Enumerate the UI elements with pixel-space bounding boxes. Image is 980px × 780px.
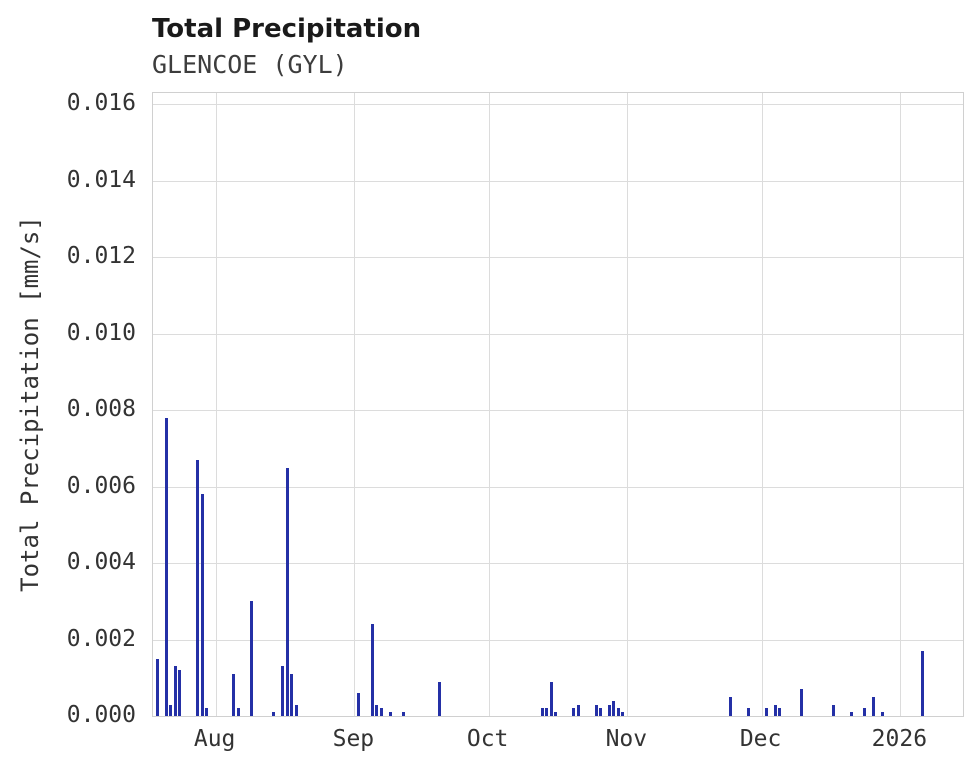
precipitation-bar	[607, 704, 611, 716]
precipitation-bar	[849, 712, 853, 716]
precipitation-bar	[370, 624, 374, 716]
precipitation-bar	[728, 696, 732, 716]
y-tick-label: 0.004	[66, 549, 136, 576]
precipitation-bar	[616, 708, 620, 716]
x-tick-label: Dec	[739, 726, 782, 752]
precipitation-bar	[545, 708, 549, 716]
precipitation-bar	[196, 459, 200, 716]
precipitation-bar	[155, 658, 159, 716]
precipitation-bar	[800, 689, 804, 716]
precipitation-bar	[236, 708, 240, 716]
chart-subtitle: GLENCOE (GYL)	[152, 50, 348, 79]
precipitation-bar	[173, 666, 177, 716]
precipitation-bar	[572, 708, 576, 716]
y-axis-ticks: 0.000 0.002 0.004 0.006 0.008 0.010 0.012 0.014…	[0, 90, 144, 728]
y-tick-label: 0.014	[66, 166, 136, 193]
precipitation-bar	[437, 681, 441, 716]
precipitation-bar	[863, 708, 867, 716]
precipitation-bar	[357, 693, 361, 716]
x-tick-label: 2026	[871, 726, 928, 752]
precipitation-bar	[540, 708, 544, 716]
precipitation-bar	[375, 704, 379, 716]
plot-area	[152, 92, 964, 717]
v-gridline	[627, 93, 629, 716]
precipitation-bar	[249, 601, 253, 716]
y-tick-label: 0.002	[66, 625, 136, 652]
precipitation-bar	[621, 712, 625, 716]
h-gridline	[153, 410, 963, 412]
h-gridline	[153, 333, 963, 335]
precipitation-bar	[880, 712, 884, 716]
v-gridline	[215, 93, 217, 716]
precipitation-bar	[285, 467, 289, 716]
precipitation-bar	[746, 708, 750, 716]
precipitation-bar	[379, 708, 383, 716]
x-tick-label: Sep	[332, 726, 375, 752]
y-tick-label: 0.016	[66, 90, 136, 117]
precipitation-bar	[294, 704, 298, 716]
precipitation-bar	[599, 708, 602, 716]
precipitation-bar	[164, 417, 168, 716]
precipitation-bar	[921, 651, 925, 716]
precipitation-bar	[549, 681, 553, 716]
precipitation-bar	[871, 696, 875, 716]
x-tick-label: Nov	[605, 726, 648, 752]
y-tick-label: 0.010	[66, 319, 136, 346]
h-gridline	[153, 257, 963, 259]
precipitation-bar	[281, 666, 285, 716]
v-gridline	[900, 93, 902, 716]
precipitation-bar	[773, 704, 777, 716]
chart-title: Total Precipitation	[152, 14, 422, 44]
h-gridline	[153, 639, 963, 641]
y-tick-label: 0.006	[66, 472, 136, 499]
h-gridline	[153, 486, 963, 488]
precipitation-bar	[178, 670, 182, 716]
x-tick-label: Aug	[193, 726, 236, 752]
precipitation-bar	[402, 712, 406, 716]
precipitation-bar	[205, 708, 209, 716]
x-axis-ticks: Aug Sep Oct Nov Dec 2026	[152, 716, 962, 766]
precipitation-bar	[831, 704, 835, 716]
precipitation-bar	[388, 712, 392, 716]
precipitation-bar	[612, 700, 616, 716]
precipitation-bar	[554, 712, 558, 716]
h-gridline	[153, 180, 963, 182]
v-gridline	[488, 93, 490, 716]
v-gridline	[354, 93, 356, 716]
x-tick-label: Oct	[466, 726, 509, 752]
precipitation-bar	[169, 704, 173, 716]
precipitation-bar	[200, 494, 204, 716]
precipitation-bar	[764, 708, 768, 716]
precipitation-bar	[778, 708, 782, 716]
precipitation-bar	[290, 673, 294, 716]
precipitation-bar	[594, 704, 598, 716]
precipitation-bar	[272, 712, 276, 716]
precipitation-bar	[232, 673, 236, 716]
y-tick-label: 0.000	[66, 702, 136, 728]
precipitation-bar	[576, 704, 580, 716]
y-tick-label: 0.012	[66, 243, 136, 270]
y-tick-label: 0.008	[66, 396, 136, 423]
h-gridline	[153, 563, 963, 565]
h-gridline	[153, 104, 963, 106]
v-gridline	[761, 93, 763, 716]
